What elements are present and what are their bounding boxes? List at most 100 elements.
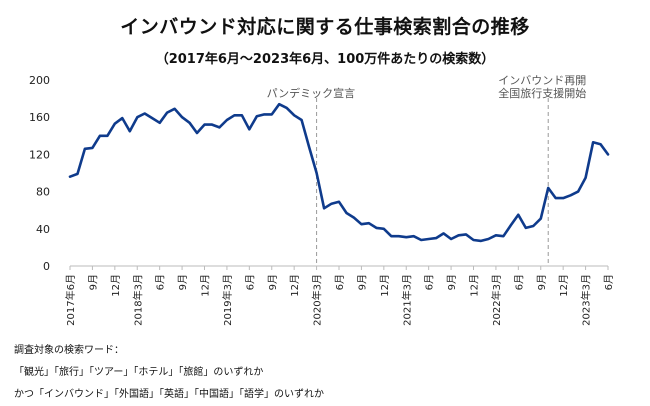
- x-tick-label: 9月: [356, 274, 368, 290]
- notes-line-3: かつ「インバウンド」「外国語」「英語」「中国語」「語学」のいずれか: [14, 389, 324, 400]
- data-point: [525, 227, 527, 229]
- x-tick-label: 9月: [536, 274, 548, 290]
- x-tick-label: 12月: [289, 274, 301, 297]
- data-point: [263, 113, 266, 116]
- data-point: [397, 235, 400, 238]
- data-point: [599, 143, 602, 145]
- x-tick-label: 9月: [177, 274, 189, 290]
- data-point: [487, 238, 490, 240]
- x-tick-label: 2017年6月: [64, 274, 77, 326]
- data-point: [495, 234, 497, 237]
- x-tick-label: 6月: [424, 274, 436, 290]
- x-tick-label: 2023年3月: [580, 274, 593, 326]
- x-tick-label: 12月: [379, 274, 391, 297]
- data-point: [517, 214, 520, 216]
- data-point: [405, 236, 408, 238]
- data-point: [412, 235, 415, 238]
- data-point: [166, 111, 168, 114]
- y-tick-label: 120: [29, 148, 50, 161]
- data-point: [308, 146, 310, 148]
- data-point: [218, 126, 221, 129]
- data-point: [173, 108, 176, 110]
- data-point: [293, 114, 295, 117]
- data-point: [241, 114, 243, 117]
- data-point: [450, 238, 452, 240]
- data-point: [84, 148, 86, 150]
- series-line: [68, 102, 610, 243]
- data-point: [106, 135, 109, 137]
- chart-subtitle: （2017年6月〜2023年6月、100万件あたりの検索数）: [155, 52, 495, 67]
- data-point: [383, 228, 385, 230]
- x-tick-label: 2019年3月: [221, 274, 234, 326]
- annotation-label: 全国旅行支援開始: [498, 86, 586, 100]
- x-tick-label: 6月: [155, 274, 167, 290]
- x-tick-label: 6月: [244, 274, 256, 290]
- x-tick-label: 12月: [469, 274, 481, 297]
- x-tick-label: 2020年3月: [311, 274, 324, 326]
- data-point: [435, 237, 437, 239]
- data-point: [569, 194, 572, 197]
- data-point: [188, 121, 191, 124]
- data-point: [300, 119, 303, 121]
- data-point: [427, 238, 430, 240]
- data-point: [592, 141, 594, 144]
- x-tick-label: 2021年3月: [400, 274, 413, 326]
- data-point: [91, 147, 94, 149]
- x-tick-label: 12月: [110, 274, 122, 297]
- data-point: [136, 116, 139, 118]
- x-tick-label: 6月: [603, 274, 615, 290]
- x-tick-label: 6月: [513, 274, 525, 290]
- data-point: [143, 112, 146, 115]
- data-point: [99, 135, 101, 137]
- data-point: [502, 235, 505, 238]
- data-point: [360, 223, 363, 225]
- notes-line-2: 「観光」「旅行」「ツアー」「ホテル」「旅館」のいずれか: [14, 367, 264, 378]
- data-point: [375, 227, 378, 229]
- notes-block: 調査対象の検索ワード： 「観光」「旅行」「ツアー」「ホテル」「旅館」のいずれか …: [14, 340, 324, 406]
- data-point: [547, 187, 550, 189]
- data-point: [539, 217, 542, 220]
- data-point: [248, 128, 251, 131]
- x-tick-label: 2018年3月: [131, 274, 144, 326]
- data-point: [457, 234, 460, 237]
- y-tick-label: 80: [36, 186, 50, 199]
- annotation-label: パンデミック宣言: [267, 86, 356, 100]
- data-point: [577, 190, 579, 193]
- data-point: [562, 197, 564, 199]
- y-tick-label: 0: [43, 260, 50, 273]
- data-point: [196, 132, 198, 134]
- annotation-label: インバウンド再開: [498, 74, 586, 87]
- data-point: [420, 239, 422, 241]
- x-tick-label: 9月: [87, 274, 99, 290]
- chart-title: インバウンド対応に関する仕事検索割合の推移: [120, 16, 530, 38]
- data-point: [390, 235, 393, 238]
- data-point: [442, 232, 445, 235]
- data-point: [128, 130, 131, 132]
- data-point: [151, 117, 153, 119]
- data-point: [368, 222, 370, 225]
- data-point: [256, 115, 258, 118]
- data-point: [353, 216, 355, 219]
- data-point: [285, 107, 288, 109]
- x-tick-label: 9月: [446, 274, 458, 290]
- data-point: [554, 197, 557, 199]
- x-tick-label: 12月: [558, 274, 570, 297]
- data-point: [465, 233, 467, 236]
- data-point: [532, 225, 535, 227]
- y-tick-label: 200: [29, 74, 50, 87]
- y-tick-label: 160: [29, 111, 50, 124]
- data-point: [233, 114, 236, 117]
- data-point: [323, 207, 325, 210]
- data-point: [472, 239, 475, 241]
- data-point: [181, 116, 183, 118]
- data-point: [226, 119, 228, 121]
- data-point: [121, 117, 124, 119]
- data-point: [158, 121, 161, 124]
- data-point: [480, 240, 482, 242]
- data-point: [330, 202, 333, 205]
- data-point: [338, 201, 340, 203]
- data-point: [211, 123, 213, 126]
- x-tick-label: 12月: [200, 274, 212, 297]
- data-point: [607, 153, 609, 156]
